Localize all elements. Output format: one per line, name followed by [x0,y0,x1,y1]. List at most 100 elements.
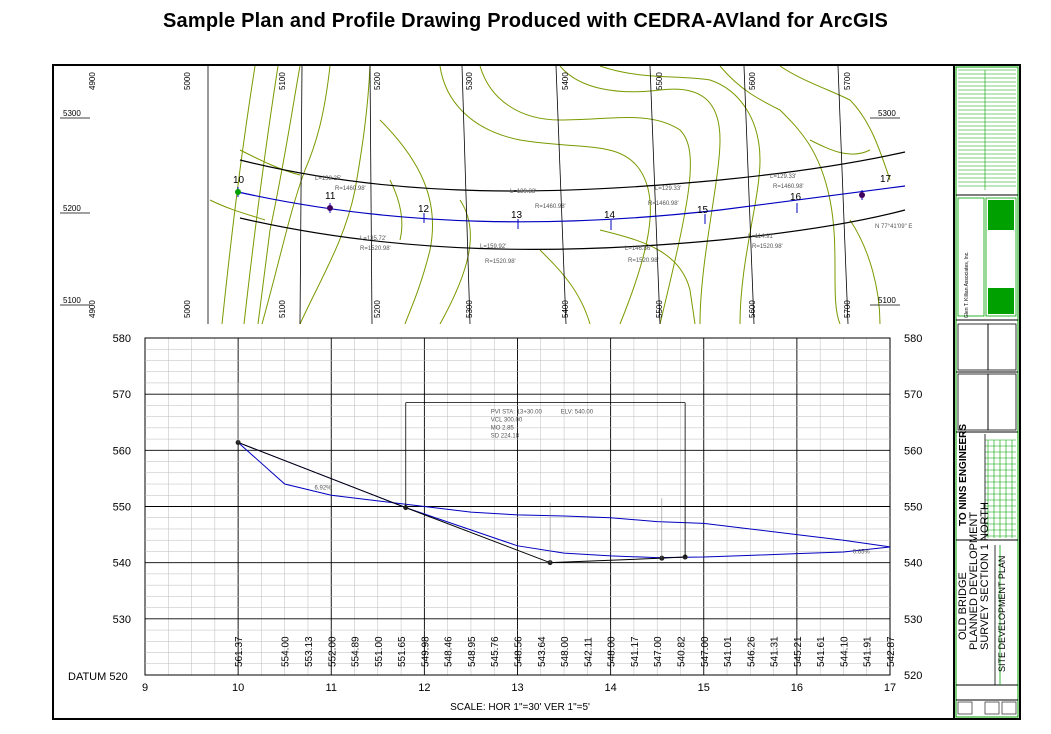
elevation-value: 548.00 [607,636,618,667]
x-tick-label: 16 [791,682,803,694]
station-marker [327,205,333,211]
tb-box [987,373,1017,431]
elevation-value: 553.13 [304,636,315,667]
y-tick-label-right: 560 [904,445,922,457]
profile-series-line [237,442,891,559]
contour-line [479,66,691,324]
contour-line [719,66,841,324]
elevation-value: 552.00 [327,636,338,667]
plan-grid-line [369,66,373,324]
elevation-value: 549.98 [420,636,431,667]
curve-annotation: R=1460.98' [535,204,566,210]
tb-box [957,197,985,317]
elevation-value: 546.26 [746,636,757,667]
curve-annotation: L=159.92' [480,244,506,250]
tb-small-box [1001,701,1017,715]
plan-labels: 4900 5000 5100 5200 5300 5400 5500 5600 5700 4900… [63,72,912,318]
curve-annotation: L=138.25' [315,176,341,182]
station-label: 17 [880,174,892,185]
scale-label: SCALE: HOR 1"=30' VER 1"=5' [450,702,590,713]
easting-label-bottom: 4900 [88,300,97,318]
easting-label-top: 5300 [465,72,474,90]
station-marker-end [859,192,865,198]
vc-sd: SD 224.18 [491,434,520,440]
contour-line [257,66,301,324]
easting-label-bottom: 5300 [465,300,474,318]
easting-label-top: 5600 [748,72,757,90]
station-label: 16 [790,192,802,203]
elevation-value: 548.46 [444,636,455,667]
elevation-value: 540.82 [676,636,687,667]
curve-annotation: R=1460.98' [773,184,804,190]
northing-label: 5300 [63,109,81,118]
title-block-green-frame [955,66,1019,718]
x-tick-label: 11 [326,682,337,694]
elevation-value: 545.76 [490,636,501,667]
plan-grid-line [743,66,755,324]
elevation-value: 541.91 [863,636,874,667]
easting-label-bottom: 5700 [843,300,852,318]
curve-annotation: L=146.86' [625,246,651,252]
grade-annotation: 0.65% [853,550,871,556]
profile-series-line [237,442,686,564]
curve-annotation: L=129.33' [770,174,796,180]
tb-sheet-title: SITE DEVELOPMENT PLAN [997,556,1007,672]
northing-label: 5100 [63,296,81,305]
curve-annotation: N 77°41'09" E [875,224,912,230]
plan-grid-line [837,66,849,324]
y-tick-label: 540 [113,558,131,570]
contour-line [559,66,721,324]
profile-series-line [237,442,891,548]
x-tick-label: 10 [232,682,244,694]
title-block: TO NINS ENGINEERS OLD BRIDGE PLANNED DEV… [955,66,1019,718]
contour-line [539,249,591,324]
contour-line [849,219,881,324]
contour-line [599,229,696,324]
easting-label-top: 5100 [278,72,287,90]
easting-label-bottom: 5200 [373,300,382,318]
contour-line [299,66,371,324]
northing-label-right: 5100 [878,296,896,305]
elevation-value: 542.87 [886,636,897,667]
elevation-value: 541.61 [816,636,827,667]
profile-grid [144,337,891,676]
datum-label: DATUM 520 [68,671,128,683]
elevation-value: 554.89 [351,636,362,667]
contour-line [389,179,403,241]
tb-logo-block [988,288,1014,314]
curve-annotation: R=1520.98' [360,246,391,252]
tb-firm: Glen T. Killian Associates, Inc. [964,251,970,318]
y-tick-label: 570 [113,389,131,401]
y-tick-label-right: 520 [904,670,922,682]
curve-annotation: R=1520.98' [485,259,516,265]
centerline [237,185,906,223]
curve-annotation: R=1460.98' [648,201,679,207]
contour-line [379,119,434,324]
station-label: 13 [511,210,523,221]
curve-annotation: R=1520.98' [752,244,783,250]
station-label: 10 [233,175,245,186]
easting-label-bottom: 5500 [655,300,664,318]
elevation-value: 545.21 [793,636,804,667]
y-tick-label: 550 [113,502,131,514]
easting-label-top: 5700 [843,72,852,90]
northing-label: 5200 [63,204,81,213]
profile-view: 9 10 11 12 13 14 15 16 17 530 530 540 540 550 550 560 56… [68,333,922,713]
y-tick-label-right: 540 [904,558,922,570]
station-marker-start [235,189,241,195]
elevation-value: 551.00 [374,636,385,667]
plan-grid-line [555,66,567,324]
elevation-value: 542.11 [583,637,594,667]
elevation-value: 547.00 [700,636,711,667]
profile-elevation-rows: 561.37 554.00 553.13 552.00 554.89 551.00 551.… [234,636,897,667]
x-tick-label: 15 [698,682,710,694]
vc-elev: ELV: 540.00 [561,410,594,416]
y-tick-label-right: 570 [904,389,922,401]
contour-line [209,199,266,221]
elevation-value: 554.00 [281,636,292,667]
contour-line [599,66,761,324]
right-of-way-north [239,151,906,192]
tb-box [957,323,989,371]
x-tick-label: 9 [142,682,148,694]
